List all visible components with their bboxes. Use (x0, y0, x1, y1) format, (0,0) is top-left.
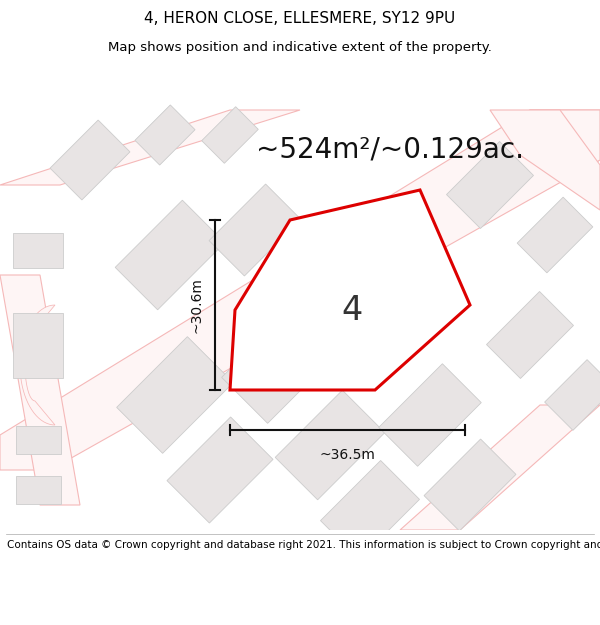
Polygon shape (230, 190, 470, 390)
Polygon shape (379, 364, 481, 466)
Text: ~524m²/~0.129ac.: ~524m²/~0.129ac. (256, 136, 524, 164)
Polygon shape (13, 312, 63, 378)
Polygon shape (135, 105, 195, 165)
Text: 4: 4 (341, 294, 362, 328)
Polygon shape (320, 461, 419, 559)
Polygon shape (202, 107, 258, 163)
Polygon shape (275, 390, 385, 500)
Polygon shape (0, 110, 600, 470)
Polygon shape (251, 252, 368, 368)
Polygon shape (115, 200, 225, 310)
Polygon shape (30, 110, 600, 435)
Text: Heron Cl: Heron Cl (317, 357, 363, 392)
Polygon shape (517, 197, 593, 273)
Polygon shape (116, 337, 233, 453)
Polygon shape (0, 110, 300, 185)
Polygon shape (400, 405, 600, 530)
Polygon shape (0, 275, 80, 505)
Polygon shape (221, 307, 338, 423)
Text: ~30.6m: ~30.6m (189, 277, 203, 333)
Polygon shape (20, 305, 55, 425)
Polygon shape (545, 359, 600, 431)
Polygon shape (16, 476, 61, 504)
Polygon shape (167, 417, 273, 523)
Polygon shape (50, 120, 130, 200)
Polygon shape (487, 291, 574, 379)
Text: Contains OS data © Crown copyright and database right 2021. This information is : Contains OS data © Crown copyright and d… (7, 539, 600, 549)
Text: 4, HERON CLOSE, ELLESMERE, SY12 9PU: 4, HERON CLOSE, ELLESMERE, SY12 9PU (145, 11, 455, 26)
Text: Map shows position and indicative extent of the property.: Map shows position and indicative extent… (108, 41, 492, 54)
Polygon shape (16, 426, 61, 454)
Polygon shape (13, 232, 63, 268)
Polygon shape (424, 439, 516, 531)
Polygon shape (490, 110, 600, 210)
Text: ~36.5m: ~36.5m (320, 448, 376, 462)
Polygon shape (446, 141, 533, 229)
Polygon shape (344, 234, 446, 336)
Polygon shape (209, 184, 301, 276)
